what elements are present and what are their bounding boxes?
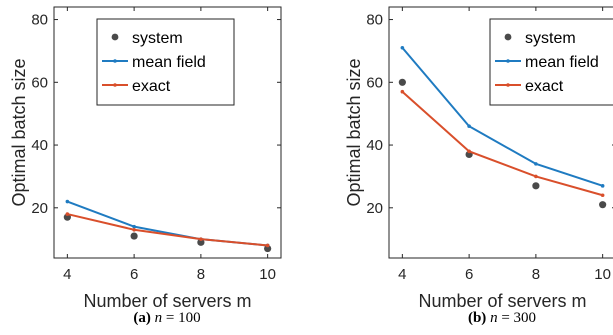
series-point-mean-field	[65, 199, 70, 204]
series-line-mean-field	[401, 47, 603, 187]
legend-label-mean-field: mean field	[525, 54, 599, 71]
y-tick-label: 60	[366, 74, 383, 91]
x-tick-label: 10	[259, 266, 276, 283]
caption-variable: n	[490, 310, 498, 326]
x-axis-label: Number of servers m	[418, 291, 586, 311]
legend: system mean field exact	[489, 18, 613, 106]
legend-marker-mean-field	[506, 59, 510, 63]
legend-marker-exact	[113, 83, 117, 87]
caption-variable: n	[155, 310, 163, 326]
caption-value: = 100	[162, 310, 200, 326]
x-tick-label: 4	[63, 266, 71, 283]
legend-label-mean-field: mean field	[132, 54, 206, 71]
legend: system mean field exact	[96, 18, 235, 106]
legend-label-system: system	[132, 30, 183, 47]
y-tick-label: 80	[31, 12, 48, 29]
series-point-exact	[600, 193, 605, 198]
legend-label-system: system	[525, 30, 576, 47]
x-tick-label: 6	[465, 266, 473, 283]
x-tick-label: 8	[532, 266, 540, 283]
series-point-mean-field	[400, 45, 405, 50]
caption-tag: (a)	[133, 310, 154, 326]
series-point-system	[599, 201, 607, 209]
caption-tag: (b)	[468, 310, 490, 326]
series-point-exact	[65, 212, 70, 216]
y-axis-label: Optimal batch size	[9, 58, 29, 206]
legend-marker-mean-field	[113, 59, 117, 63]
y-tick-label: 40	[366, 137, 383, 154]
series-point-mean-field	[467, 124, 471, 129]
series-point-system	[264, 244, 272, 253]
series-line-exact	[67, 213, 268, 247]
x-tick-label: 10	[594, 266, 611, 283]
y-tick-label: 20	[366, 200, 383, 217]
legend-label-exact: exact	[525, 78, 564, 95]
chart-panel-1: 4 6 8 10 20 40 60 80 Number of servers m Optimal …	[9, 6, 282, 326]
series-point-exact	[534, 174, 538, 179]
y-tick-label: 20	[31, 200, 48, 217]
x-tick-label: 8	[197, 266, 205, 283]
series-point-exact	[132, 227, 136, 232]
x-tick-label: 6	[130, 266, 138, 283]
series-point-mean-field	[600, 184, 605, 188]
y-axis-label: Optimal batch size	[344, 58, 364, 206]
series-point-mean-field	[132, 224, 136, 229]
y-tick-label: 60	[31, 74, 48, 91]
y-tick-label: 40	[31, 137, 48, 154]
panel-caption: (a) n = 100	[133, 310, 200, 326]
legend-marker-exact	[506, 83, 510, 87]
series-point-mean-field	[534, 162, 538, 166]
series-point-system	[130, 232, 138, 240]
series-line-exact	[401, 90, 603, 197]
series-point-system	[197, 238, 205, 246]
x-axis-label: Number of servers m	[83, 291, 251, 311]
legend-label-exact: exact	[132, 78, 171, 95]
x-tick-label: 4	[398, 266, 406, 283]
series-point-exact	[400, 89, 405, 94]
legend-marker-system	[111, 33, 119, 41]
series-point-system	[532, 182, 540, 190]
legend-marker-system	[504, 33, 512, 41]
series-point-system	[398, 78, 406, 86]
caption-value: = 300	[498, 310, 536, 326]
y-tick-label: 80	[366, 12, 383, 29]
series-point-exact	[199, 237, 203, 241]
series-point-exact	[265, 243, 270, 248]
panel-caption: (b) n = 300	[468, 310, 536, 326]
chart-panel-2: 4 6 8 10 20 40 60 80 Number of servers m Optimal …	[344, 6, 613, 326]
series-point-exact	[467, 149, 471, 154]
